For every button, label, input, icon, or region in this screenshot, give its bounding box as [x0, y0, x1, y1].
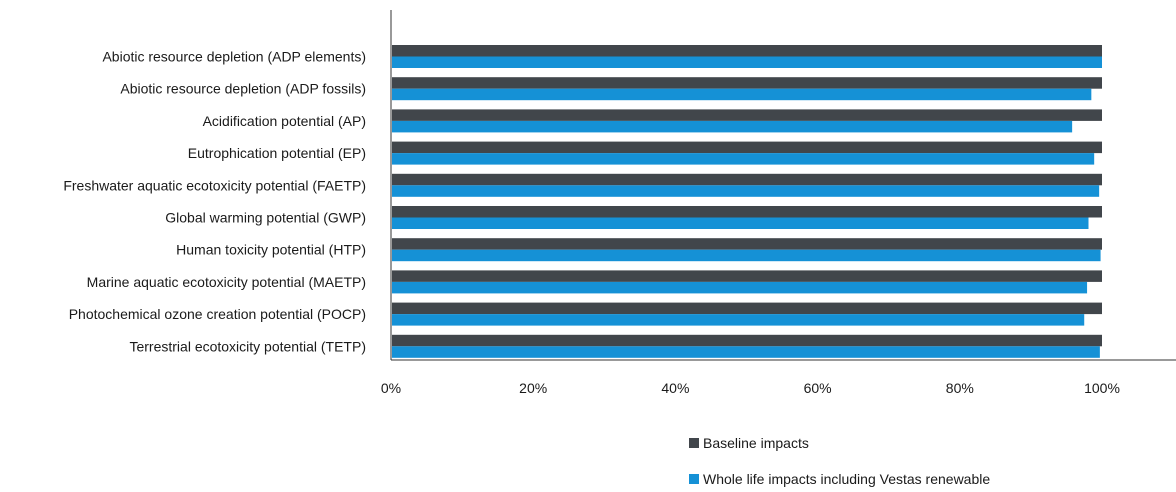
bar-whole-life-3 [392, 153, 1095, 165]
bar-baseline-9 [392, 334, 1102, 347]
bar-baseline-7 [392, 270, 1102, 282]
x-tick-label-0: 0% [381, 380, 401, 396]
category-label-9: Terrestrial ecotoxicity potential (TETP) [129, 338, 366, 354]
bar-baseline-6 [392, 238, 1102, 250]
legend-label-0: Baseline impacts [703, 435, 809, 451]
legend-label-1: Whole life impacts including Vestas rene… [703, 471, 990, 487]
bar-baseline-2 [392, 109, 1102, 121]
x-tick-label-3: 60% [804, 380, 832, 396]
bars-group [392, 45, 1102, 358]
legend: Baseline impacts Whole life impacts inclu… [689, 435, 990, 487]
category-label-5: Global warming potential (GWP) [165, 210, 366, 226]
category-label-3: Eutrophication potential (EP) [188, 145, 366, 161]
bar-whole-life-7 [392, 281, 1088, 294]
bar-whole-life-0 [392, 56, 1102, 68]
bar-whole-life-6 [392, 249, 1101, 262]
category-label-2: Acidification potential (AP) [203, 113, 366, 129]
bar-whole-life-2 [392, 120, 1073, 133]
category-label-0: Abiotic resource depletion (ADP elements… [102, 49, 366, 65]
x-tick-label-5: 100% [1084, 380, 1120, 396]
bar-baseline-5 [392, 206, 1102, 218]
category-label-1: Abiotic resource depletion (ADP fossils) [120, 81, 366, 97]
category-label-7: Marine aquatic ecotoxicity potential (MA… [87, 274, 366, 290]
bar-whole-life-5 [392, 217, 1089, 229]
bar-whole-life-4 [392, 185, 1100, 197]
bar-baseline-3 [392, 141, 1102, 154]
x-tick-labels: 0% 20% 40% 60% 80% 100% [381, 380, 1120, 396]
bar-baseline-0 [392, 45, 1102, 57]
x-tick-label-4: 80% [946, 380, 974, 396]
category-label-4: Freshwater aquatic ecotoxicity potential… [63, 177, 366, 193]
category-labels: Abiotic resource depletion (ADP elements… [63, 49, 366, 355]
x-tick-label-2: 40% [661, 380, 689, 396]
legend-swatch-0 [689, 438, 699, 448]
x-tick-label-1: 20% [519, 380, 547, 396]
bar-whole-life-9 [392, 346, 1100, 358]
bar-whole-life-8 [392, 314, 1085, 326]
category-label-8: Photochemical ozone creation potential (… [69, 306, 366, 322]
bar-baseline-8 [392, 302, 1102, 315]
bar-whole-life-1 [392, 88, 1092, 101]
legend-swatch-1 [689, 474, 699, 484]
category-label-6: Human toxicity potential (HTP) [176, 242, 366, 258]
bar-baseline-4 [392, 173, 1102, 186]
bar-baseline-1 [392, 77, 1102, 89]
